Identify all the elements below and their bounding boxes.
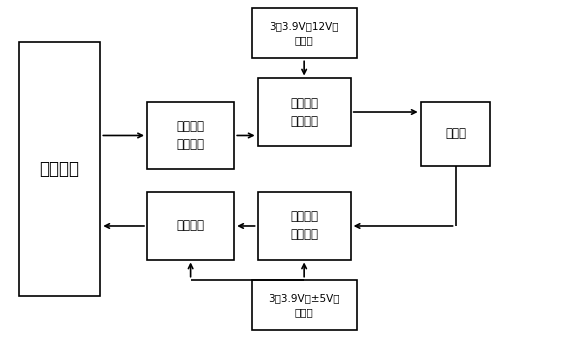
Bar — [147, 192, 234, 260]
Bar — [257, 192, 351, 260]
Bar — [19, 42, 101, 296]
Bar — [421, 102, 490, 166]
Bar — [257, 78, 351, 146]
Text: 第二信号
放大电路: 第二信号 放大电路 — [290, 211, 318, 241]
Bar — [252, 280, 356, 330]
Bar — [147, 102, 234, 169]
Text: 第一信号
放大电路: 第一信号 放大电路 — [290, 97, 318, 127]
Text: 3～3.9V－12V升
压电路: 3～3.9V－12V升 压电路 — [270, 21, 339, 45]
Text: 3～3.9V－±5V升
压电路: 3～3.9V－±5V升 压电路 — [269, 293, 340, 317]
Text: 滤波电路: 滤波电路 — [177, 219, 205, 233]
Text: 激励信号
发生电路: 激励信号 发生电路 — [177, 120, 205, 151]
Text: 中控模块: 中控模块 — [40, 160, 80, 178]
Text: 传感器: 传感器 — [445, 127, 466, 140]
Bar — [252, 8, 356, 58]
